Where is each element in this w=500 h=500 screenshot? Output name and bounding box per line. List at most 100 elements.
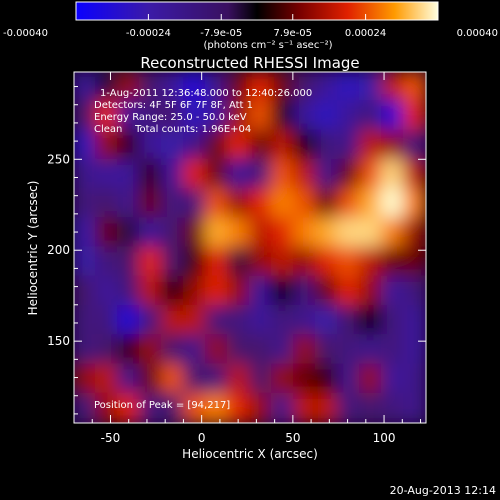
heatmap-cell <box>183 334 207 366</box>
heatmap-cell <box>403 72 426 103</box>
heatmap-cell <box>74 158 97 190</box>
annotation-energy-range: Energy Range: 25.0 - 50.0 keV <box>94 112 247 123</box>
heatmap-cell <box>95 275 119 307</box>
heatmap-cell <box>381 158 405 190</box>
heatmap-cell <box>381 217 405 249</box>
heatmap-cell <box>117 158 141 190</box>
heatmap-cell <box>183 158 207 190</box>
heatmap-cell <box>205 129 229 161</box>
x-axis-label: Heliocentric X (arcsec) <box>182 447 318 461</box>
heatmap-cell <box>381 363 405 395</box>
heatmap-cell <box>315 158 339 190</box>
heatmap-cell <box>337 129 361 161</box>
heatmap-cell <box>139 129 163 161</box>
x-axis: -50 0 50 100 <box>73 72 422 445</box>
heatmap-cell <box>227 188 251 220</box>
heatmap-cell <box>161 305 185 337</box>
peak-position-label: Position of Peak = [94,217] <box>94 400 230 411</box>
heatmap-cell <box>249 392 273 423</box>
heatmap-cell <box>117 217 141 249</box>
heatmap-cell <box>315 246 339 278</box>
heatmap-cell <box>227 158 251 190</box>
colorbar: -0.00040 -0.00024 -7.9e-05 7.9e-05 0.00024 0.… <box>3 1 498 51</box>
heatmap-cell <box>227 246 251 278</box>
heatmap-cell <box>403 334 426 366</box>
heatmap-cell <box>205 217 229 249</box>
heatmap-cell <box>315 305 339 337</box>
heatmap-cell <box>205 305 229 337</box>
heatmap-cell <box>205 275 229 307</box>
heatmap-cell <box>139 363 163 395</box>
heatmap-cell <box>403 129 426 161</box>
heatmap-cell <box>381 334 405 366</box>
heatmap-cell <box>74 246 97 278</box>
heatmap-cell <box>205 188 229 220</box>
heatmap-cell <box>117 188 141 220</box>
heatmap-cell <box>293 305 317 337</box>
heatmap-cell <box>139 188 163 220</box>
heatmap-cell <box>139 305 163 337</box>
heatmap-cell <box>95 217 119 249</box>
heatmap-cell <box>381 72 405 103</box>
heatmap-cell <box>337 100 361 132</box>
y-axis: 150 200 250 <box>47 86 426 415</box>
heatmap-cell <box>161 246 185 278</box>
heatmap-cell <box>205 100 229 132</box>
plot-frame <box>73 71 427 424</box>
heatmap-cell <box>271 217 295 249</box>
heatmap-cell <box>249 246 273 278</box>
heatmap-cell <box>205 392 229 423</box>
heatmap-cell <box>403 363 426 395</box>
heatmap-cell <box>95 129 119 161</box>
heatmap-cell <box>381 129 405 161</box>
heatmap-cell <box>337 246 361 278</box>
heatmap-cell <box>359 334 383 366</box>
annotation-time-range: 1-Aug-2011 12:36:48.000 to 12:40:26.000 <box>100 88 312 99</box>
heatmap-cell <box>74 334 97 366</box>
heatmap-cell <box>74 188 97 220</box>
heatmap-cell <box>337 188 361 220</box>
heatmap-cell <box>249 334 273 366</box>
heatmap-cell <box>315 188 339 220</box>
heatmap-cell <box>381 188 405 220</box>
heatmap-cell <box>95 392 119 423</box>
heatmap-cell <box>337 217 361 249</box>
heatmap-cell <box>403 100 426 132</box>
colorbar-gradient <box>75 1 439 21</box>
colorbar-tick-label: 7.9e-05 <box>274 28 312 39</box>
heatmap-cell <box>403 188 426 220</box>
heatmap-cell <box>227 72 251 103</box>
heatmap-cell <box>249 275 273 307</box>
heatmap-cell <box>293 158 317 190</box>
heatmap-cell <box>271 246 295 278</box>
heatmap-cell <box>205 334 229 366</box>
heatmap-cell <box>359 100 383 132</box>
heatmap-cell <box>271 129 295 161</box>
heatmap-cell <box>139 392 163 423</box>
heatmap-cell <box>95 72 119 103</box>
heatmap-cell <box>359 158 383 190</box>
heatmap-cell <box>74 217 97 249</box>
chart-title: Reconstructed RHESSI Image <box>140 54 359 72</box>
heatmap-cell <box>205 72 229 103</box>
y-tick-label: 250 <box>47 152 70 166</box>
heatmap-cell <box>403 246 426 278</box>
heatmap-cell <box>117 305 141 337</box>
heatmap-cell <box>381 392 405 423</box>
heatmap-cell <box>359 246 383 278</box>
heatmap-cell <box>359 363 383 395</box>
heatmap-cell <box>183 72 207 103</box>
footer-date: 20-Aug-2013 12:14 <box>390 484 496 497</box>
heatmap-cell <box>271 305 295 337</box>
heatmap-cell <box>183 129 207 161</box>
colorbar-tick-label: -7.9e-05 <box>200 28 242 39</box>
heatmap-cell <box>139 100 163 132</box>
colorbar-tick-label: 0.00024 <box>345 28 386 39</box>
heatmap-cell <box>117 129 141 161</box>
heatmap-cell <box>117 246 141 278</box>
heatmap-cell <box>161 188 185 220</box>
heatmap-cell <box>337 275 361 307</box>
heatmap-cell <box>183 363 207 395</box>
heatmap-cell <box>293 275 317 307</box>
heatmap-cell <box>359 217 383 249</box>
